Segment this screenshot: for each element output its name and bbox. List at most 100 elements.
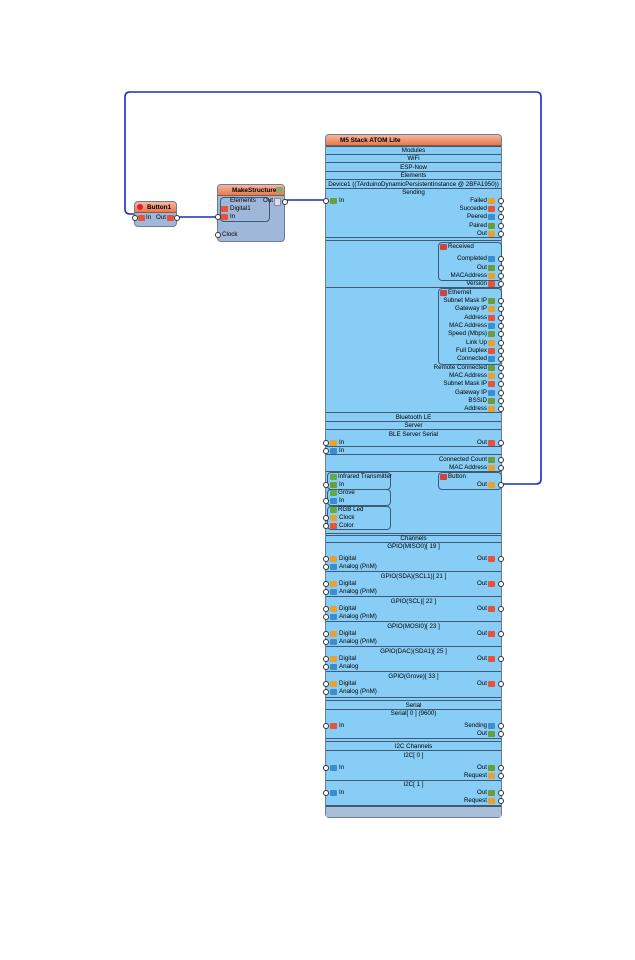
pin-type-icon <box>488 281 495 287</box>
output-pin[interactable] <box>498 256 504 262</box>
button1-title[interactable]: Button1 <box>135 202 176 213</box>
output-pin[interactable] <box>498 790 504 796</box>
output-pin[interactable] <box>498 798 504 804</box>
pin-type-icon <box>488 406 495 412</box>
row-label: In <box>339 447 345 454</box>
separator-line <box>326 750 501 751</box>
output-pin[interactable] <box>498 765 504 771</box>
output-pin[interactable] <box>498 306 504 312</box>
output-pin[interactable] <box>498 773 504 779</box>
separator-line <box>326 237 501 238</box>
pin-type-icon <box>488 398 495 404</box>
makestructure1-title[interactable]: MakeStructure1 <box>218 185 284 196</box>
output-pin[interactable] <box>498 681 504 687</box>
output-pin[interactable] <box>498 482 504 488</box>
makestructure-out-pin[interactable] <box>282 199 288 205</box>
output-pin[interactable] <box>498 214 504 220</box>
output-pin[interactable] <box>498 231 504 237</box>
input-pin[interactable] <box>323 523 329 529</box>
makestructure-in-pin[interactable] <box>215 214 221 220</box>
output-pin[interactable] <box>498 265 504 271</box>
group-icon <box>330 490 337 496</box>
output-pin[interactable] <box>498 365 504 371</box>
row-label: I2C[ 0 ] <box>403 752 424 759</box>
row-label: BLE Server Serial <box>388 431 439 438</box>
output-pin[interactable] <box>498 323 504 329</box>
input-pin[interactable] <box>323 589 329 595</box>
input-pin[interactable] <box>323 723 329 729</box>
output-pin[interactable] <box>498 273 504 279</box>
output-pin[interactable] <box>498 223 504 229</box>
output-pin[interactable] <box>498 340 504 346</box>
row-label: In <box>339 497 345 504</box>
input-pin[interactable] <box>323 556 329 562</box>
separator-line <box>326 171 501 172</box>
clock-pin[interactable] <box>215 232 221 238</box>
pin-type-icon <box>330 614 337 620</box>
button1-out-pin[interactable] <box>174 215 180 221</box>
wire-button-to-button1[interactable] <box>124 91 542 485</box>
output-pin[interactable] <box>498 348 504 354</box>
makestructure1-component[interactable]: MakeStructure1 Elements Digital1 In Out … <box>215 184 288 242</box>
button1-component[interactable]: Button1 In Out <box>132 201 180 227</box>
input-pin[interactable] <box>323 440 329 446</box>
output-pin[interactable] <box>498 731 504 737</box>
input-pin[interactable] <box>323 448 329 454</box>
pin-type-icon <box>330 765 337 771</box>
input-pin[interactable] <box>323 198 329 204</box>
input-pin[interactable] <box>323 689 329 695</box>
input-pin[interactable] <box>323 515 329 521</box>
button1-in-pin[interactable] <box>132 215 138 221</box>
output-pin[interactable] <box>498 356 504 362</box>
input-pin[interactable] <box>323 765 329 771</box>
input-pin[interactable] <box>323 482 329 488</box>
output-pin[interactable] <box>498 440 504 446</box>
output-pin[interactable] <box>498 631 504 637</box>
input-pin[interactable] <box>323 631 329 637</box>
input-pin[interactable] <box>323 581 329 587</box>
input-pin[interactable] <box>323 498 329 504</box>
row-label: Out <box>477 605 487 612</box>
pin-type-icon <box>330 664 337 670</box>
output-pin[interactable] <box>498 465 504 471</box>
output-pin[interactable] <box>498 298 504 304</box>
output-pin[interactable] <box>498 398 504 404</box>
pin-type-icon <box>330 681 337 687</box>
row-label: Gateway IP <box>455 389 487 396</box>
m5stack-atom-lite-component[interactable]: M5 Stack ATOM Lite Modules WiFi ESP-Now Ele… <box>323 134 504 818</box>
input-pin[interactable] <box>323 639 329 645</box>
atom-title[interactable]: M5 Stack ATOM Lite <box>326 135 501 146</box>
output-pin[interactable] <box>498 315 504 321</box>
separator-line <box>326 154 501 155</box>
row-label: In <box>339 789 345 796</box>
output-pin[interactable] <box>498 656 504 662</box>
pin-type-icon <box>488 390 495 396</box>
input-pin[interactable] <box>323 614 329 620</box>
separator-line <box>326 741 501 742</box>
output-pin[interactable] <box>498 390 504 396</box>
input-pin[interactable] <box>323 606 329 612</box>
output-pin[interactable] <box>498 331 504 337</box>
output-pin[interactable] <box>498 198 504 204</box>
pin-type-icon <box>488 273 495 279</box>
output-pin[interactable] <box>498 206 504 212</box>
output-pin[interactable] <box>498 723 504 729</box>
input-pin[interactable] <box>323 564 329 570</box>
group-icon <box>440 474 447 480</box>
output-pin[interactable] <box>498 556 504 562</box>
output-pin[interactable] <box>498 457 504 463</box>
input-pin[interactable] <box>323 664 329 670</box>
input-pin[interactable] <box>323 681 329 687</box>
output-pin[interactable] <box>498 406 504 412</box>
output-pin[interactable] <box>498 373 504 379</box>
output-pin[interactable] <box>498 281 504 287</box>
elements-label: Elements <box>230 197 256 204</box>
output-pin[interactable] <box>498 381 504 387</box>
output-pin[interactable] <box>498 581 504 587</box>
row-label: Serial <box>405 702 422 709</box>
output-pin[interactable] <box>498 606 504 612</box>
row-label: Paired <box>469 222 487 229</box>
elements-box <box>220 197 270 222</box>
input-pin[interactable] <box>323 790 329 796</box>
input-pin[interactable] <box>323 656 329 662</box>
